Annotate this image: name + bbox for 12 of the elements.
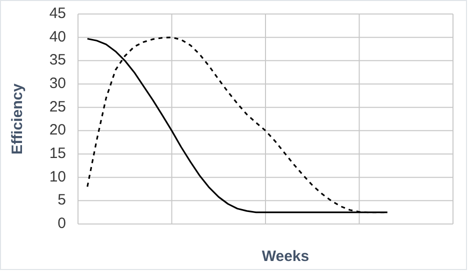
y-tick-label: 20 — [49, 122, 66, 139]
y-axis-title: Efficiency — [9, 82, 26, 154]
y-tick-label: 5 — [58, 192, 66, 209]
y-tick-label: 15 — [49, 144, 66, 162]
y-tick-label: 40 — [49, 28, 66, 46]
y-tick-label: 10 — [49, 168, 66, 186]
y-tick-label: 25 — [49, 98, 66, 116]
x-axis-title: Weeks — [262, 248, 310, 265]
y-tick-label: 45 — [49, 4, 66, 22]
y-tick-label: 30 — [49, 74, 66, 92]
y-tick-label: 35 — [49, 52, 66, 69]
y-tick-label: 0 — [58, 214, 66, 232]
